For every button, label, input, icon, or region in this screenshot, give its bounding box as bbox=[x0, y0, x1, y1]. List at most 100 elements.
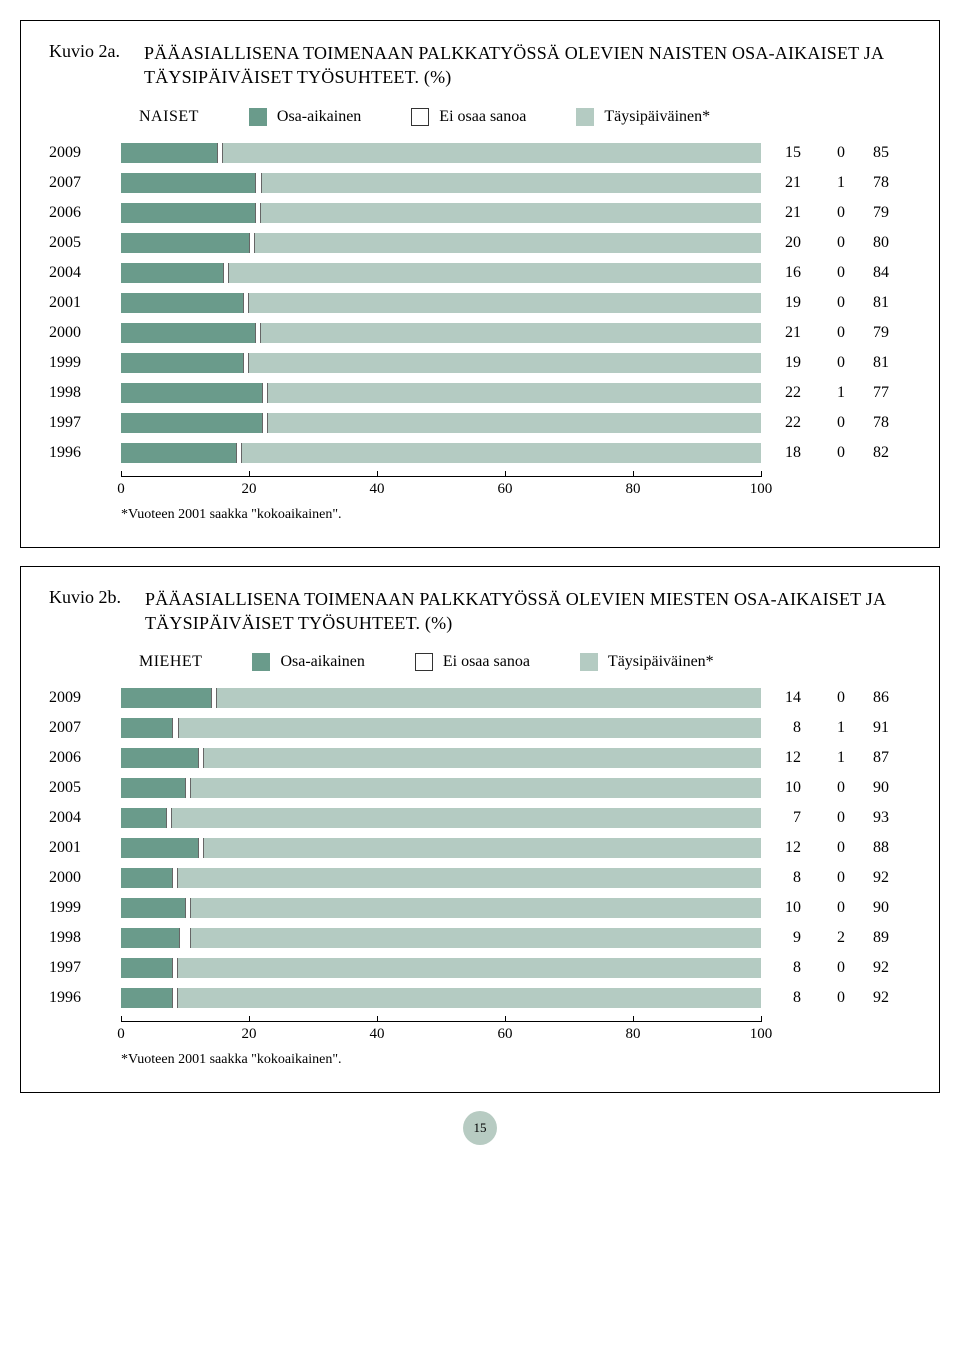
value: 20 bbox=[777, 234, 801, 252]
value: 10 bbox=[777, 779, 801, 797]
legend-item: Osa-aikainen bbox=[252, 653, 364, 671]
chart-panel: Kuvio 2b.PÄÄASIALLISENA TOIMENAAN PALKKA… bbox=[20, 566, 940, 1094]
page-number-badge: 15 bbox=[463, 1111, 497, 1145]
value: 89 bbox=[865, 929, 889, 947]
chart-row: 19968092 bbox=[49, 985, 911, 1011]
year-label: 1998 bbox=[49, 929, 121, 947]
chart-row: 1996 18082 bbox=[49, 440, 911, 466]
bar-segment-osa-aikainen bbox=[121, 233, 249, 253]
value: 77 bbox=[865, 384, 889, 402]
figure-title: PÄÄASIALLISENA TOIMENAAN PALKKATYÖSSÄ OL… bbox=[144, 41, 911, 90]
bar-area bbox=[121, 748, 761, 768]
panel-header: Kuvio 2b.PÄÄASIALLISENA TOIMENAAN PALKKA… bbox=[49, 587, 911, 636]
chart-row: 200119081 bbox=[49, 290, 911, 316]
bar-segment-osa-aikainen bbox=[121, 203, 255, 223]
axis-tick-label: 20 bbox=[242, 481, 257, 498]
axis-tick-label: 80 bbox=[626, 1026, 641, 1043]
row-values: 8092 bbox=[777, 869, 889, 887]
axis-tick bbox=[377, 1016, 378, 1022]
value: 81 bbox=[865, 294, 889, 312]
value: 12 bbox=[777, 839, 801, 857]
axis-tick-label: 20 bbox=[242, 1026, 257, 1043]
value: 22 bbox=[777, 414, 801, 432]
row-values: 21079 bbox=[777, 204, 889, 222]
bar-segment-osa-aikainen bbox=[121, 688, 211, 708]
row-values: 10 0 90 bbox=[777, 899, 889, 917]
row-values: 16084 bbox=[777, 264, 889, 282]
bar-segment-tayspaivainen bbox=[179, 718, 761, 738]
bar-area bbox=[121, 838, 761, 858]
value: 0 bbox=[821, 839, 845, 857]
bar-area bbox=[121, 203, 761, 223]
value: 1 bbox=[821, 749, 845, 767]
value: 82 bbox=[865, 444, 889, 462]
panel-header: Kuvio 2a.PÄÄASIALLISENA TOIMENAAN PALKKA… bbox=[49, 41, 911, 90]
bar-segment-osa-aikainen bbox=[121, 293, 243, 313]
bar-segment-osa-aikainen bbox=[121, 443, 236, 463]
value: 19 bbox=[777, 294, 801, 312]
value: 92 bbox=[865, 959, 889, 977]
chart-row: 200510090 bbox=[49, 775, 911, 801]
value: 85 bbox=[865, 144, 889, 162]
value: 2 bbox=[821, 929, 845, 947]
figure-title: PÄÄASIALLISENA TOIMENAAN PALKKATYÖSSÄ OL… bbox=[145, 587, 911, 636]
bar-segment-tayspaivainen bbox=[178, 868, 761, 888]
bar-segment-osa-aikainen bbox=[121, 718, 172, 738]
value: 21 bbox=[777, 324, 801, 342]
legend-item: Täysipäiväinen* bbox=[580, 653, 714, 671]
value: 90 bbox=[865, 899, 889, 917]
value: 16 bbox=[777, 264, 801, 282]
value: 87 bbox=[865, 749, 889, 767]
value: 0 bbox=[821, 779, 845, 797]
group-label: MIEHET bbox=[139, 653, 202, 671]
value: 0 bbox=[821, 294, 845, 312]
bar-area bbox=[121, 353, 761, 373]
bar-segment-tayspaivainen bbox=[178, 958, 761, 978]
bar-segment-ei-osaa-sanoa bbox=[179, 928, 192, 948]
bar-segment-tayspaivainen bbox=[262, 173, 761, 193]
value: 10 bbox=[777, 899, 801, 917]
legend-swatch bbox=[580, 653, 598, 671]
axis-tick bbox=[249, 1016, 250, 1022]
x-axis: 020406080100 bbox=[121, 476, 761, 505]
axis-tick-label: 40 bbox=[370, 1026, 385, 1043]
value: 93 bbox=[865, 809, 889, 827]
axis-tick bbox=[633, 1016, 634, 1022]
row-values: 9289 bbox=[777, 929, 889, 947]
value: 0 bbox=[821, 689, 845, 707]
bar-area bbox=[121, 443, 761, 463]
row-values: 22177 bbox=[777, 384, 889, 402]
page-root: Kuvio 2a.PÄÄASIALLISENA TOIMENAAN PALKKA… bbox=[20, 20, 940, 1145]
value: 0 bbox=[821, 354, 845, 372]
bar-area bbox=[121, 868, 761, 888]
year-label: 1996 bbox=[49, 444, 121, 462]
x-axis: 020406080100 bbox=[121, 1021, 761, 1050]
value: 0 bbox=[821, 324, 845, 342]
chart-row: 19989289 bbox=[49, 925, 911, 951]
row-values: 18082 bbox=[777, 444, 889, 462]
value: 78 bbox=[865, 414, 889, 432]
bar-segment-osa-aikainen bbox=[121, 928, 179, 948]
axis-tick-label: 100 bbox=[750, 1026, 773, 1043]
value: 84 bbox=[865, 264, 889, 282]
year-label: 2006 bbox=[49, 204, 121, 222]
legend-label: Ei osaa sanoa bbox=[439, 108, 526, 126]
axis-tick bbox=[121, 471, 122, 477]
value: 8 bbox=[777, 989, 801, 1007]
axis-tick-label: 0 bbox=[117, 481, 125, 498]
chart-row: 200112088 bbox=[49, 835, 911, 861]
bar-segment-osa-aikainen bbox=[121, 778, 185, 798]
value: 80 bbox=[865, 234, 889, 252]
value: 7 bbox=[777, 809, 801, 827]
legend-swatch bbox=[249, 108, 267, 126]
row-values: 8191 bbox=[777, 719, 889, 737]
bar-area bbox=[121, 173, 761, 193]
chart-row: 200520080 bbox=[49, 230, 911, 256]
bar-area bbox=[121, 383, 761, 403]
value: 0 bbox=[821, 899, 845, 917]
axis-tick-label: 60 bbox=[498, 1026, 513, 1043]
chart-row: 19978092 bbox=[49, 955, 911, 981]
bar-segment-tayspaivainen bbox=[217, 688, 761, 708]
axis-tick-label: 80 bbox=[626, 481, 641, 498]
row-values: 20080 bbox=[777, 234, 889, 252]
